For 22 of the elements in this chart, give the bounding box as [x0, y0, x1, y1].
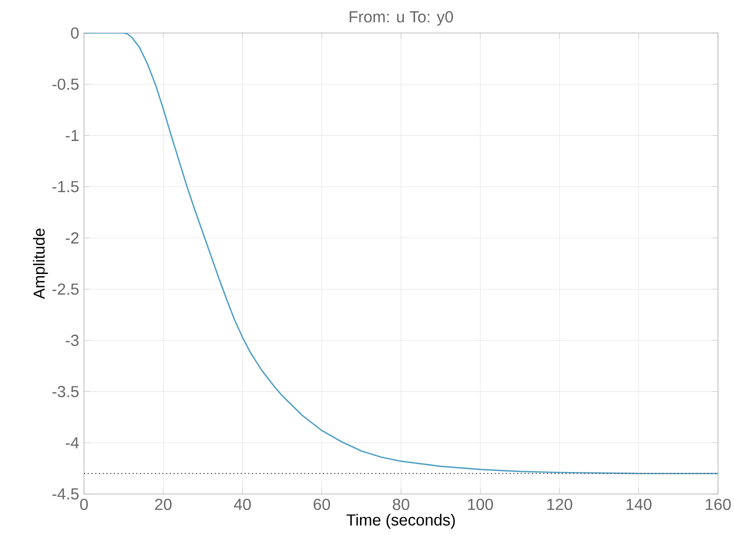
x-tick-label: 160 [706, 498, 731, 510]
y-tick-label: 0 [71, 27, 79, 39]
x-tick-label: 40 [234, 498, 251, 510]
y-tick-label: -4 [66, 437, 79, 448]
x-tick-label: 100 [468, 498, 493, 510]
chart-title: From: u To: y0 [350, 11, 453, 26]
y-tick-label: -2.5 [52, 283, 79, 295]
x-tick-label: 60 [314, 498, 330, 510]
x-tick-label: 20 [155, 498, 172, 510]
y-tick-label: -1.5 [52, 181, 79, 192]
x-tick-label: 120 [547, 498, 572, 510]
x-tick-label: 80 [392, 498, 410, 510]
x-tick-label: 0 [80, 498, 88, 510]
x-tick-label: 140 [626, 498, 652, 510]
y-tick-label: -2 [66, 232, 78, 244]
y-tick-label: -3.5 [52, 386, 79, 398]
y-tick-label: -4.5 [52, 488, 79, 500]
y-tick-label: -3 [66, 334, 79, 346]
y-axis-title: Amplitude [32, 228, 48, 300]
x-axis-title: Time (seconds) [346, 514, 455, 529]
y-tick-label: -0.5 [52, 78, 79, 90]
y-tick-label: -1 [66, 130, 79, 141]
